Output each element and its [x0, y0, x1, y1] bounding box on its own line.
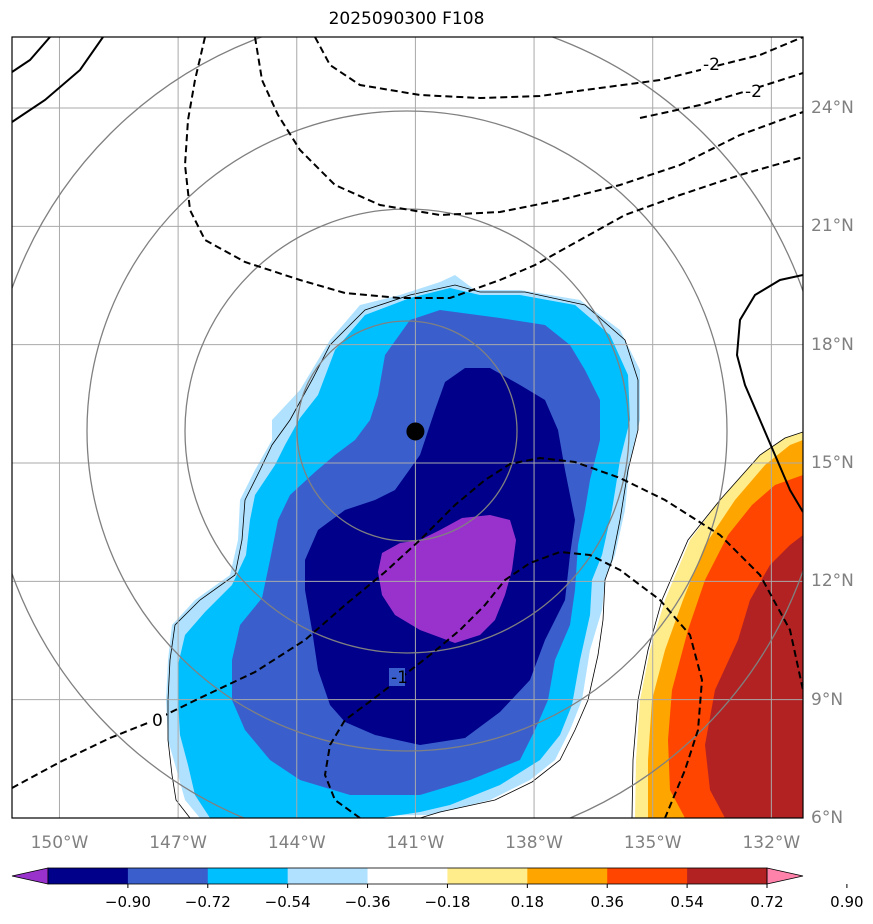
contour-solid-nw	[12, 37, 51, 73]
colorbar-tick-label: −0.72	[184, 893, 231, 911]
colorbar-tick-label: −0.54	[264, 893, 311, 911]
longitude-label: 135°W	[623, 833, 682, 853]
range-ring-3	[86, 110, 728, 752]
colorbar-tick-label: 0.90	[830, 893, 864, 911]
shade-purple	[378, 515, 516, 643]
colorbar-frame	[47, 867, 768, 885]
colorbar-tick-label: 0.72	[750, 893, 784, 911]
contour-labels: -2 -2 0 -1	[150, 55, 762, 731]
storm-center-marker	[406, 422, 425, 441]
latitude-label: 24°N	[811, 98, 854, 118]
contour-dashed-mid	[254, 37, 803, 217]
contour-solid-east	[735, 274, 803, 513]
contour-dashed-upper	[314, 37, 803, 100]
contour-minus-one	[323, 550, 704, 818]
negative-edge-line	[167, 284, 639, 818]
longitude-label: 150°W	[30, 833, 89, 853]
latitude-label: 21°N	[811, 216, 854, 237]
contour-label-zero: 0	[152, 711, 163, 731]
colorbar-segment	[367, 868, 448, 884]
colorbar-tick-label: −0.36	[344, 893, 391, 911]
longitude-label: 141°W	[386, 833, 445, 853]
lat-lon-gridlines	[12, 37, 803, 818]
colorbar-segment	[287, 868, 369, 884]
longitude-label: 138°W	[505, 833, 563, 853]
map-frame	[11, 36, 804, 819]
range-ring-2	[184, 208, 630, 654]
colorbar-under-arrow	[11, 867, 49, 885]
range-rings	[12, 37, 803, 818]
contour-dashed-west	[183, 37, 803, 299]
colorbar	[11, 867, 848, 888]
contour-solid-nw2	[12, 37, 104, 123]
contour-label-minus1: -1	[391, 668, 408, 688]
longitude-label: 144°W	[267, 833, 326, 853]
colorbar-segment	[48, 868, 129, 884]
latitude-label: 18°N	[811, 334, 854, 355]
shade-firebrick	[705, 535, 803, 818]
colorbar-segment	[207, 868, 289, 884]
colorbar-tick-label: −0.18	[424, 893, 471, 911]
colorbar-segment	[687, 868, 768, 884]
positive-edge-line	[631, 431, 803, 818]
latitude-label: 12°N	[811, 571, 854, 592]
colorbar-segment	[527, 868, 608, 884]
contour-zero	[12, 456, 803, 789]
colorbar-tick-label: 0.18	[510, 893, 545, 911]
colorbar-tick-label: 0.54	[670, 893, 704, 911]
longitude-label: 147°W	[149, 833, 207, 853]
contour-label-minus2-b: -2	[745, 82, 762, 102]
dashed-contours	[12, 37, 803, 818]
range-ring-1	[296, 320, 518, 542]
contour-label-minus2-a: -2	[703, 55, 720, 75]
latitude-label: 9°N	[811, 689, 844, 710]
colorbar-tick-label: −0.90	[104, 893, 151, 911]
solid-contours	[12, 37, 803, 513]
figure-title: 2025090300 F108	[328, 9, 485, 29]
latitude-label: 6°N	[811, 808, 844, 828]
colorbar-segment	[447, 868, 528, 884]
colorbar-tick-label: 0.36	[590, 893, 624, 911]
colorbar-segment	[607, 868, 688, 884]
colorbar-over-arrow	[766, 867, 804, 885]
colorbar-segment	[127, 868, 209, 884]
longitude-label: 132°W	[742, 833, 801, 853]
negative-anomaly-shading	[166, 275, 640, 818]
positive-anomaly-shading	[631, 431, 803, 818]
latitude-label: 15°N	[811, 453, 854, 473]
